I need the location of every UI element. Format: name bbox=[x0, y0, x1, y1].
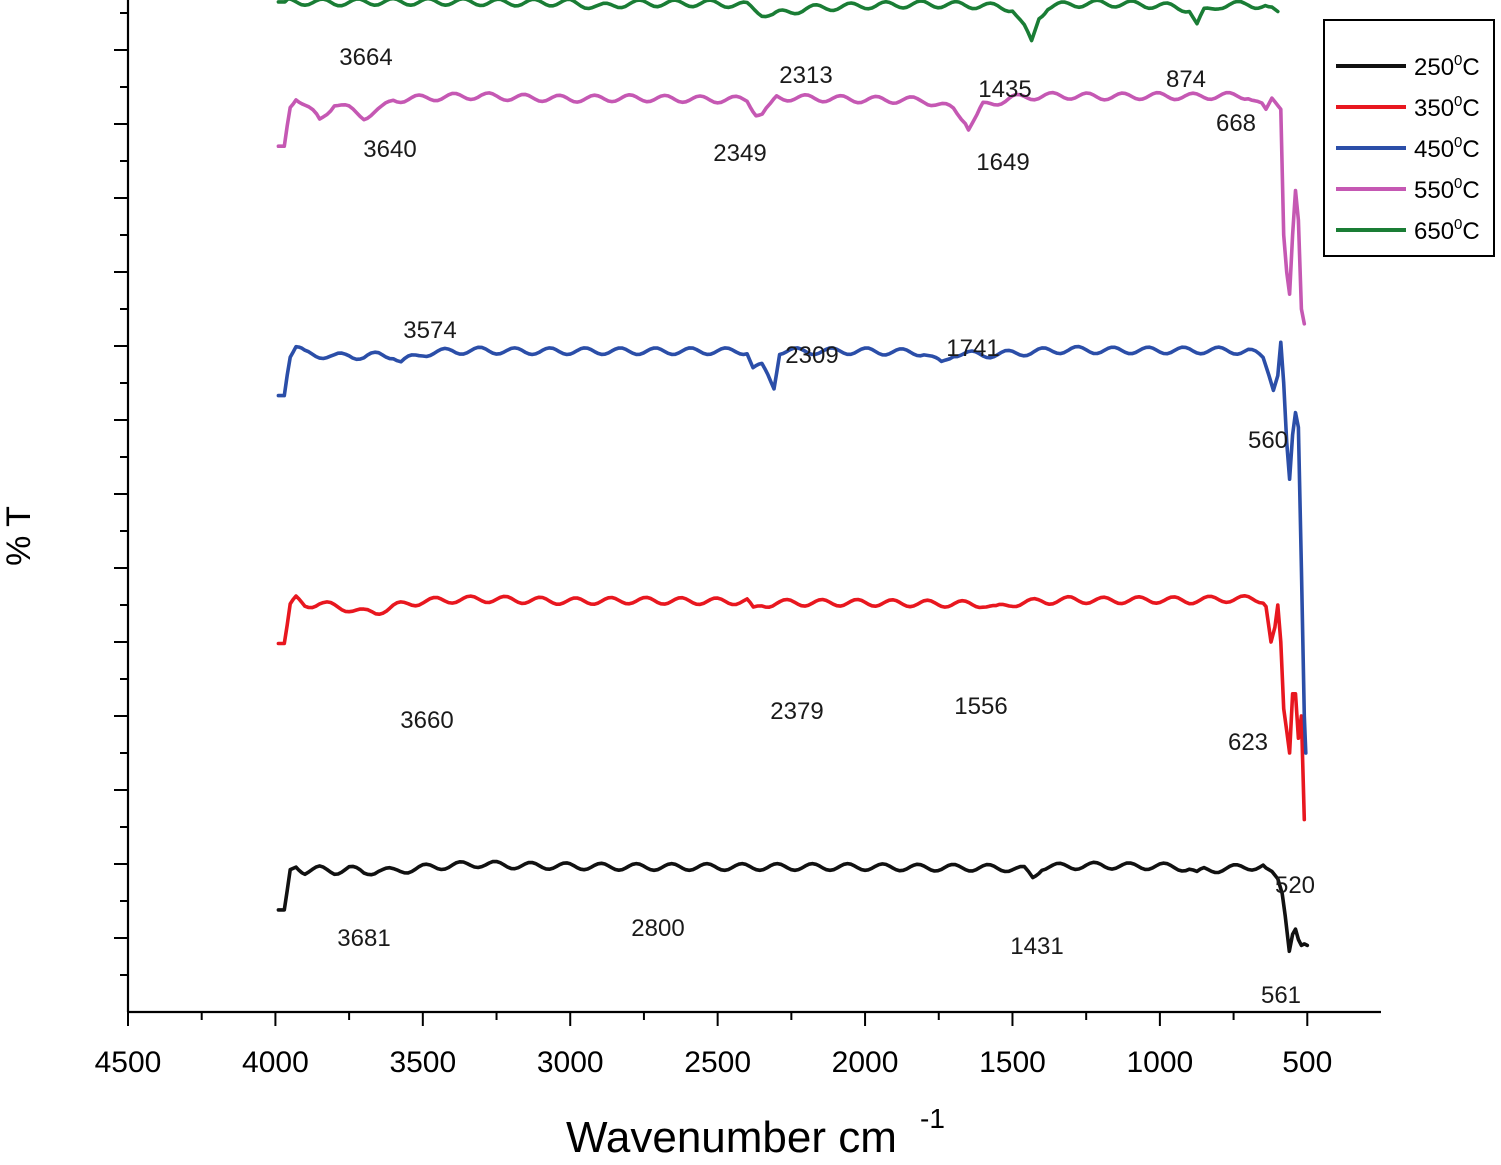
series-line-650 bbox=[276, 0, 1280, 43]
peak-label: 3681 bbox=[337, 925, 390, 952]
series-line-250 bbox=[276, 859, 1310, 954]
x-axis-ticks: 4500 4000 3500 3000 2500 2000 1500 1000 500 bbox=[95, 1012, 1332, 1079]
x-axis: 4500 4000 3500 3000 2500 2000 1500 1000 500 bbox=[95, 1010, 1381, 1079]
y-axis-ticks bbox=[114, 12, 128, 976]
legend-label-450: 4500C bbox=[1414, 134, 1480, 163]
peak-label: 3574 bbox=[403, 317, 456, 344]
x-tick-label: 3500 bbox=[389, 1046, 456, 1079]
x-axis-title: Wavenumber cm bbox=[566, 1113, 897, 1162]
x-tick-label: 1500 bbox=[979, 1046, 1046, 1079]
series-layer bbox=[276, 0, 1310, 954]
x-tick-label: 4500 bbox=[95, 1046, 162, 1079]
y-axis-title: % T bbox=[0, 506, 38, 566]
peak-label: 1435 bbox=[978, 76, 1031, 103]
x-tick-label: 4000 bbox=[242, 1046, 309, 1079]
series-line-550 bbox=[276, 90, 1307, 326]
series-line-450 bbox=[276, 340, 1308, 755]
peak-label: 623 bbox=[1228, 729, 1268, 756]
peak-label: 874 bbox=[1166, 66, 1206, 93]
legend: 2500C 3500C 4500C 5500C 6500C bbox=[1323, 19, 1495, 257]
legend-label-550: 5500C bbox=[1414, 175, 1480, 204]
legend-box bbox=[1323, 19, 1495, 257]
peak-label: 1431 bbox=[1010, 933, 1063, 960]
peak-annotations: 3664 2313 1435 874 3640 2349 1649 668 3574 2309 17… bbox=[337, 44, 1315, 1009]
peak-label: 2309 bbox=[785, 342, 838, 369]
legend-label-250: 2500C bbox=[1414, 52, 1480, 81]
peak-label: 560 bbox=[1248, 427, 1288, 454]
x-tick-label: 1000 bbox=[1127, 1046, 1194, 1079]
peak-label: 1741 bbox=[946, 335, 999, 362]
peak-label: 2349 bbox=[713, 140, 766, 167]
peak-label: 3640 bbox=[363, 136, 416, 163]
series-line-350 bbox=[276, 593, 1307, 822]
y-axis bbox=[114, 0, 130, 1012]
x-tick-label: 2500 bbox=[684, 1046, 751, 1079]
peak-label: 1556 bbox=[954, 693, 1007, 720]
peak-label: 1649 bbox=[976, 149, 1029, 176]
peak-label: 520 bbox=[1275, 872, 1315, 899]
peak-label: 668 bbox=[1216, 110, 1256, 137]
peak-label: 561 bbox=[1261, 982, 1301, 1009]
legend-label-350: 3500C bbox=[1414, 93, 1480, 122]
peak-label: 2313 bbox=[779, 62, 832, 89]
peak-label: 2379 bbox=[770, 698, 823, 725]
x-tick-label: 2000 bbox=[832, 1046, 899, 1079]
peak-label: 2800 bbox=[631, 915, 684, 942]
x-axis-title-superscript: -1 bbox=[920, 1103, 945, 1134]
x-tick-label: 500 bbox=[1282, 1046, 1332, 1079]
x-tick-label: 3000 bbox=[537, 1046, 604, 1079]
legend-label-650: 6500C bbox=[1414, 216, 1480, 245]
peak-label: 3660 bbox=[400, 707, 453, 734]
peak-label: 3664 bbox=[339, 44, 392, 71]
